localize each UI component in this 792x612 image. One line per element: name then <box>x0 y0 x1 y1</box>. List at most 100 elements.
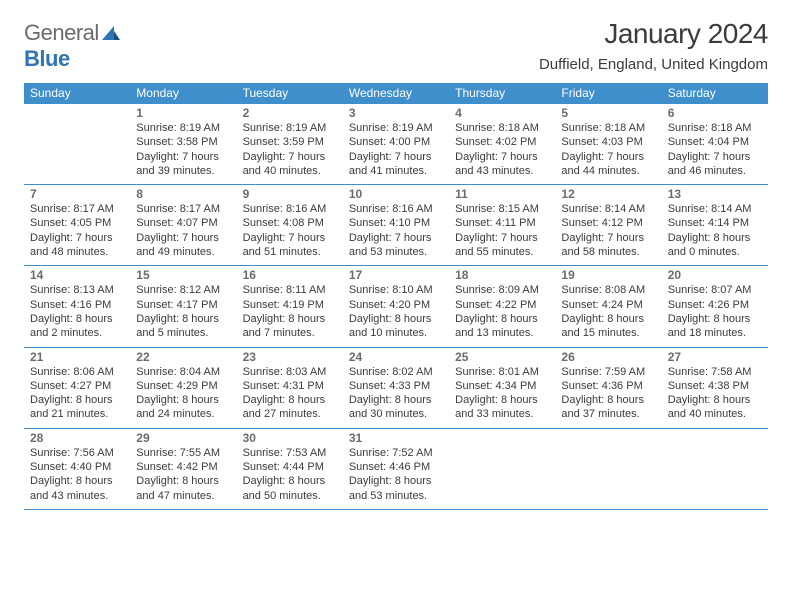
sunset-line: Sunset: 4:08 PM <box>243 216 337 230</box>
sunrise-line: Sunrise: 8:11 AM <box>243 283 337 297</box>
sunset-line: Sunset: 3:58 PM <box>136 135 230 149</box>
day-number: 3 <box>349 106 443 120</box>
day-number: 14 <box>30 268 124 282</box>
daylight-line-2: and 13 minutes. <box>455 326 549 340</box>
daylight-line-2: and 43 minutes. <box>455 164 549 178</box>
day-cell: 6Sunrise: 8:18 AMSunset: 4:04 PMDaylight… <box>662 104 768 184</box>
day-cell: 8Sunrise: 8:17 AMSunset: 4:07 PMDaylight… <box>130 185 236 265</box>
week-row: 7Sunrise: 8:17 AMSunset: 4:05 PMDaylight… <box>24 185 768 266</box>
sunrise-line: Sunrise: 8:15 AM <box>455 202 549 216</box>
day-number: 12 <box>561 187 655 201</box>
logo-text-blue: Blue <box>24 46 70 71</box>
sunset-line: Sunset: 4:29 PM <box>136 379 230 393</box>
day-number: 7 <box>30 187 124 201</box>
sunset-line: Sunset: 4:03 PM <box>561 135 655 149</box>
sunrise-line: Sunrise: 8:17 AM <box>136 202 230 216</box>
sunrise-line: Sunrise: 8:14 AM <box>668 202 762 216</box>
day-number: 10 <box>349 187 443 201</box>
day-number: 21 <box>30 350 124 364</box>
sunrise-line: Sunrise: 8:08 AM <box>561 283 655 297</box>
daylight-line-1: Daylight: 8 hours <box>30 393 124 407</box>
sunset-line: Sunset: 4:38 PM <box>668 379 762 393</box>
sunset-line: Sunset: 4:36 PM <box>561 379 655 393</box>
sunset-line: Sunset: 4:24 PM <box>561 298 655 312</box>
sunrise-line: Sunrise: 7:59 AM <box>561 365 655 379</box>
day-cell: 14Sunrise: 8:13 AMSunset: 4:16 PMDayligh… <box>24 266 130 346</box>
sunrise-line: Sunrise: 8:13 AM <box>30 283 124 297</box>
day-cell: 19Sunrise: 8:08 AMSunset: 4:24 PMDayligh… <box>555 266 661 346</box>
daylight-line-1: Daylight: 7 hours <box>136 150 230 164</box>
day-cell: 27Sunrise: 7:58 AMSunset: 4:38 PMDayligh… <box>662 348 768 428</box>
daylight-line-1: Daylight: 8 hours <box>243 312 337 326</box>
day-cell: 2Sunrise: 8:19 AMSunset: 3:59 PMDaylight… <box>237 104 343 184</box>
daylight-line-1: Daylight: 8 hours <box>561 312 655 326</box>
weekday-header: Tuesday <box>237 83 343 104</box>
daylight-line-2: and 50 minutes. <box>243 489 337 503</box>
sunrise-line: Sunrise: 8:19 AM <box>136 121 230 135</box>
day-number: 19 <box>561 268 655 282</box>
week-row: 14Sunrise: 8:13 AMSunset: 4:16 PMDayligh… <box>24 266 768 347</box>
day-number: 11 <box>455 187 549 201</box>
day-cell <box>555 429 661 509</box>
daylight-line-2: and 30 minutes. <box>349 407 443 421</box>
sunset-line: Sunset: 4:22 PM <box>455 298 549 312</box>
day-number: 28 <box>30 431 124 445</box>
weekday-header: Friday <box>555 83 661 104</box>
day-cell: 18Sunrise: 8:09 AMSunset: 4:22 PMDayligh… <box>449 266 555 346</box>
day-number: 22 <box>136 350 230 364</box>
sunset-line: Sunset: 4:26 PM <box>668 298 762 312</box>
calendar-page: GeneralBlue January 2024 Duffield, Engla… <box>0 0 792 510</box>
sunrise-line: Sunrise: 8:18 AM <box>455 121 549 135</box>
daylight-line-1: Daylight: 7 hours <box>243 150 337 164</box>
sunrise-line: Sunrise: 8:16 AM <box>349 202 443 216</box>
sunset-line: Sunset: 4:10 PM <box>349 216 443 230</box>
daylight-line-2: and 7 minutes. <box>243 326 337 340</box>
day-cell: 25Sunrise: 8:01 AMSunset: 4:34 PMDayligh… <box>449 348 555 428</box>
sunset-line: Sunset: 4:27 PM <box>30 379 124 393</box>
daylight-line-1: Daylight: 8 hours <box>30 312 124 326</box>
weekday-header: Wednesday <box>343 83 449 104</box>
day-number: 31 <box>349 431 443 445</box>
sunset-line: Sunset: 4:02 PM <box>455 135 549 149</box>
logo-mark-icon <box>102 20 120 45</box>
day-cell: 7Sunrise: 8:17 AMSunset: 4:05 PMDaylight… <box>24 185 130 265</box>
day-cell: 22Sunrise: 8:04 AMSunset: 4:29 PMDayligh… <box>130 348 236 428</box>
sunset-line: Sunset: 4:44 PM <box>243 460 337 474</box>
daylight-line-2: and 48 minutes. <box>30 245 124 259</box>
daylight-line-1: Daylight: 8 hours <box>668 393 762 407</box>
sunrise-line: Sunrise: 8:02 AM <box>349 365 443 379</box>
day-cell <box>24 104 130 184</box>
day-cell: 15Sunrise: 8:12 AMSunset: 4:17 PMDayligh… <box>130 266 236 346</box>
logo-text-general: General <box>24 20 99 45</box>
header: GeneralBlue January 2024 Duffield, Engla… <box>24 18 768 73</box>
sunrise-line: Sunrise: 8:10 AM <box>349 283 443 297</box>
calendar: Sunday Monday Tuesday Wednesday Thursday… <box>24 83 768 510</box>
day-cell: 20Sunrise: 8:07 AMSunset: 4:26 PMDayligh… <box>662 266 768 346</box>
day-number: 9 <box>243 187 337 201</box>
sunrise-line: Sunrise: 8:14 AM <box>561 202 655 216</box>
daylight-line-2: and 53 minutes. <box>349 489 443 503</box>
day-number: 27 <box>668 350 762 364</box>
daylight-line-2: and 21 minutes. <box>30 407 124 421</box>
daylight-line-2: and 44 minutes. <box>561 164 655 178</box>
sunrise-line: Sunrise: 7:55 AM <box>136 446 230 460</box>
day-number: 6 <box>668 106 762 120</box>
sunrise-line: Sunrise: 7:56 AM <box>30 446 124 460</box>
weekday-header: Saturday <box>662 83 768 104</box>
daylight-line-2: and 2 minutes. <box>30 326 124 340</box>
daylight-line-2: and 0 minutes. <box>668 245 762 259</box>
sunrise-line: Sunrise: 8:09 AM <box>455 283 549 297</box>
daylight-line-1: Daylight: 7 hours <box>455 231 549 245</box>
day-cell: 3Sunrise: 8:19 AMSunset: 4:00 PMDaylight… <box>343 104 449 184</box>
daylight-line-1: Daylight: 7 hours <box>349 150 443 164</box>
day-number: 2 <box>243 106 337 120</box>
day-cell: 1Sunrise: 8:19 AMSunset: 3:58 PMDaylight… <box>130 104 236 184</box>
daylight-line-1: Daylight: 8 hours <box>561 393 655 407</box>
sunset-line: Sunset: 4:16 PM <box>30 298 124 312</box>
day-cell: 4Sunrise: 8:18 AMSunset: 4:02 PMDaylight… <box>449 104 555 184</box>
sunset-line: Sunset: 4:11 PM <box>455 216 549 230</box>
daylight-line-1: Daylight: 8 hours <box>455 312 549 326</box>
sunrise-line: Sunrise: 7:52 AM <box>349 446 443 460</box>
daylight-line-2: and 5 minutes. <box>136 326 230 340</box>
sunset-line: Sunset: 4:33 PM <box>349 379 443 393</box>
